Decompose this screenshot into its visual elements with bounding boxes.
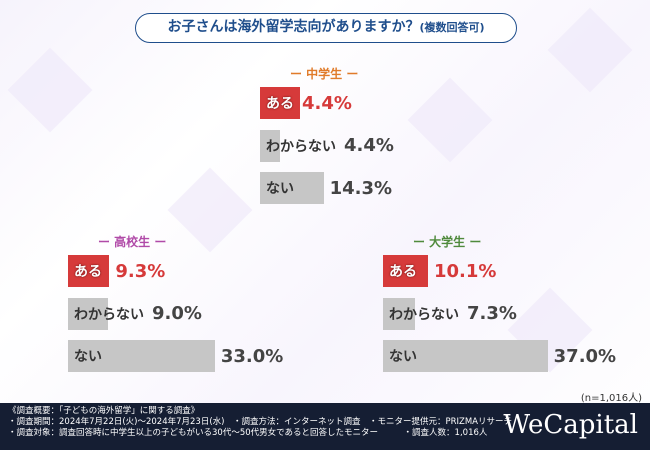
bar-value-label: 9.3%	[115, 260, 166, 282]
bar	[260, 87, 300, 119]
survey-footer: 《調査概要：「子どもの海外留学」に関する調査》 ・調査期間：2024年7月22日…	[0, 403, 650, 450]
bar-category-label: ない	[266, 181, 294, 197]
bar-value-label: 4.4%	[344, 135, 394, 156]
bar-value-label: 4.4%	[302, 92, 352, 114]
bar	[383, 255, 428, 287]
bar-category-label: ある	[389, 264, 417, 280]
bar-row: ない 14.3%	[260, 172, 392, 204]
footer-line: ・調査期間：2024年7月22日(火)～2024年7月23日(水) ・調査方法：…	[8, 417, 512, 427]
wecapital-logo: WeCapital	[503, 410, 638, 440]
group-title: ー 中学生 ー	[290, 67, 359, 81]
sample-size: (n=1,016人)	[580, 393, 642, 404]
footer-line: 《調査概要：「子どもの海外留学」に関する調査》	[8, 406, 200, 416]
bar	[260, 172, 324, 204]
bar-category-label: ある	[74, 264, 102, 280]
bar	[383, 297, 416, 330]
bar-category-label: ある	[266, 96, 294, 112]
bar-value-label: 7.3%	[467, 303, 517, 324]
bar-row: ある 9.3%	[68, 255, 165, 287]
bar-row: わからない 4.4%	[260, 129, 394, 162]
bar-row: ない 37.0%	[383, 340, 616, 372]
bar-value-label: 9.0%	[152, 303, 202, 324]
bar-value-label: 33.0%	[220, 345, 284, 367]
bar-row: わからない 9.0%	[68, 297, 202, 330]
bar	[68, 340, 215, 372]
bar-category-label: わからない	[266, 138, 336, 155]
footer-line: ・調査対象：調査回答時に中学生以上の子どもがいる30代～50代男女であると回答し…	[8, 428, 488, 438]
title-text: お子さんは海外留学志向がありますか？	[167, 19, 420, 35]
group-title: ー 大学生 ー	[413, 235, 482, 249]
bar-row: ある 4.4%	[260, 87, 352, 119]
bar-category-label: わからない	[389, 306, 459, 323]
bar-value-label: 14.3%	[329, 177, 393, 199]
group-title: ー 高校生 ー	[98, 235, 167, 249]
bar	[68, 255, 110, 287]
title-note: (複数回答可)	[419, 21, 485, 34]
bar-category-label: ない	[389, 349, 417, 365]
bar-value-label: 10.1%	[433, 260, 497, 282]
bar-row: ある 10.1%	[383, 255, 496, 287]
bar-category-label: わからない	[74, 306, 144, 323]
bar-row: わからない 7.3%	[383, 297, 517, 330]
bar	[383, 340, 548, 372]
bar-value-label: 37.0%	[553, 345, 617, 367]
bar	[260, 129, 280, 162]
bar-row: ない 33.0%	[68, 340, 283, 372]
question-title: お子さんは海外留学志向がありますか？(複数回答可)	[135, 13, 517, 43]
bar-category-label: ない	[74, 349, 102, 365]
bar	[68, 297, 109, 330]
